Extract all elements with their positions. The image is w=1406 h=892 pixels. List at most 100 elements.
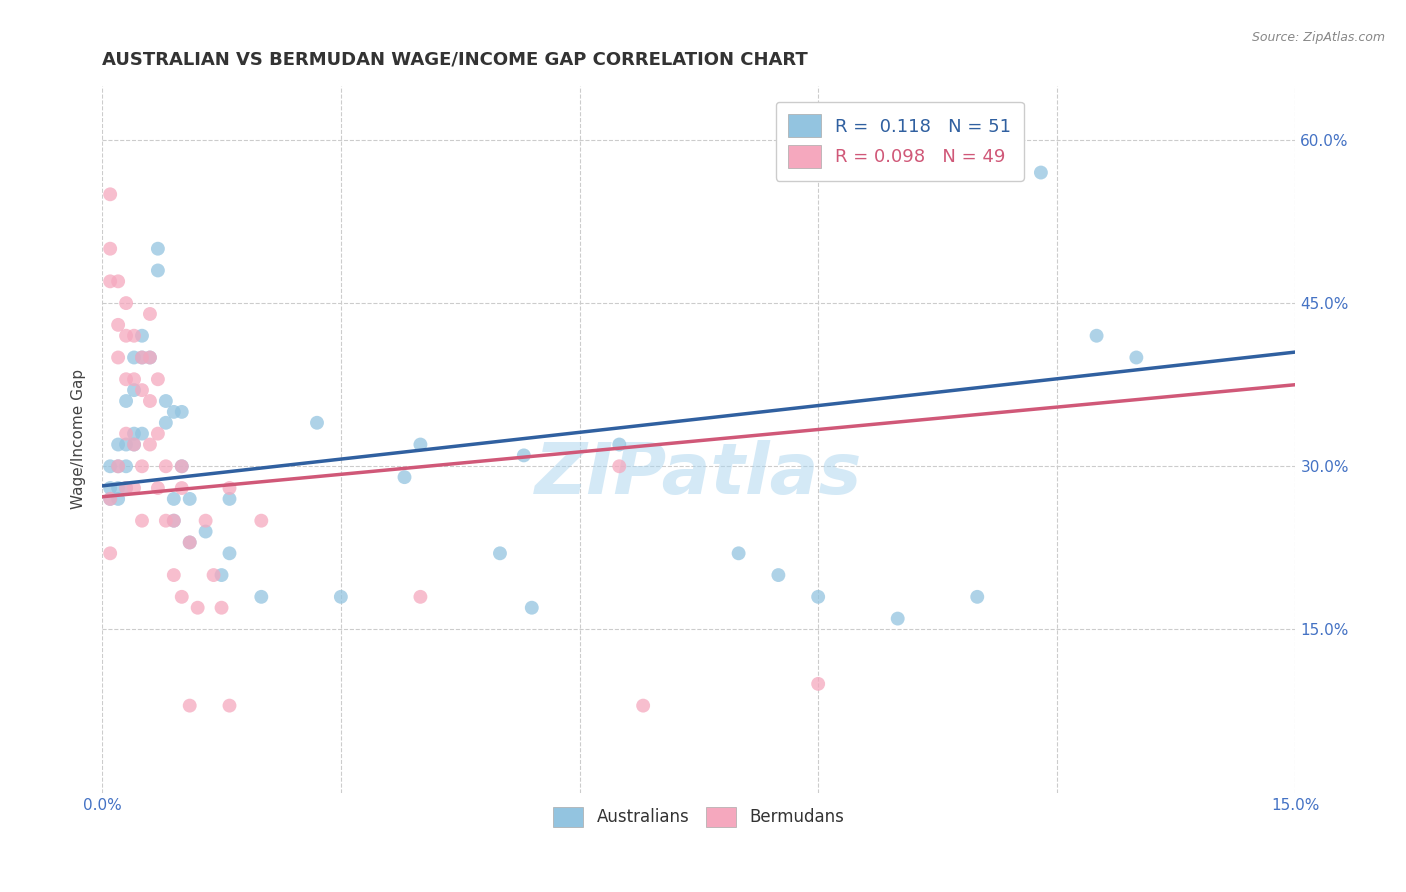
- Point: [155, 416, 177, 430]
- Point: [329, 590, 352, 604]
- Point: [107, 491, 129, 506]
- Point: [170, 590, 193, 604]
- Text: AUSTRALIAN VS BERMUDAN WAGE/INCOME GAP CORRELATION CHART: AUSTRALIAN VS BERMUDAN WAGE/INCOME GAP C…: [103, 51, 808, 69]
- Point: [187, 600, 209, 615]
- Point: [155, 514, 177, 528]
- Point: [250, 514, 273, 528]
- Point: [768, 568, 790, 582]
- Point: [966, 590, 988, 604]
- Point: [98, 491, 121, 506]
- Point: [194, 524, 217, 539]
- Point: [807, 677, 830, 691]
- Point: [115, 296, 138, 310]
- Point: [115, 426, 138, 441]
- Point: [122, 328, 145, 343]
- Point: [122, 351, 145, 365]
- Point: [520, 600, 543, 615]
- Point: [305, 416, 328, 430]
- Text: Source: ZipAtlas.com: Source: ZipAtlas.com: [1251, 31, 1385, 45]
- Point: [98, 481, 121, 495]
- Point: [218, 481, 240, 495]
- Point: [98, 546, 121, 560]
- Point: [179, 491, 201, 506]
- Point: [107, 437, 129, 451]
- Point: [115, 481, 138, 495]
- Point: [807, 590, 830, 604]
- Point: [218, 546, 240, 560]
- Point: [163, 514, 186, 528]
- Point: [107, 459, 129, 474]
- Point: [155, 459, 177, 474]
- Point: [139, 351, 162, 365]
- Point: [122, 372, 145, 386]
- Point: [170, 459, 193, 474]
- Point: [1029, 165, 1052, 179]
- Point: [131, 514, 153, 528]
- Point: [631, 698, 654, 713]
- Point: [107, 274, 129, 288]
- Point: [122, 481, 145, 495]
- Point: [139, 307, 162, 321]
- Point: [170, 459, 193, 474]
- Point: [1125, 351, 1147, 365]
- Legend: Australians, Bermudans: Australians, Bermudans: [547, 800, 851, 834]
- Point: [146, 372, 169, 386]
- Y-axis label: Wage/Income Gap: Wage/Income Gap: [72, 369, 86, 509]
- Point: [489, 546, 512, 560]
- Point: [202, 568, 225, 582]
- Point: [98, 274, 121, 288]
- Point: [131, 426, 153, 441]
- Point: [218, 491, 240, 506]
- Point: [886, 611, 908, 625]
- Point: [122, 437, 145, 451]
- Point: [409, 437, 432, 451]
- Point: [155, 394, 177, 409]
- Point: [607, 437, 630, 451]
- Point: [607, 459, 630, 474]
- Point: [394, 470, 416, 484]
- Point: [218, 698, 240, 713]
- Point: [122, 383, 145, 397]
- Point: [250, 590, 273, 604]
- Point: [107, 459, 129, 474]
- Point: [179, 698, 201, 713]
- Point: [163, 568, 186, 582]
- Point: [146, 263, 169, 277]
- Point: [131, 459, 153, 474]
- Point: [107, 481, 129, 495]
- Point: [170, 405, 193, 419]
- Point: [98, 242, 121, 256]
- Point: [122, 437, 145, 451]
- Point: [1085, 328, 1108, 343]
- Point: [98, 491, 121, 506]
- Point: [163, 491, 186, 506]
- Point: [115, 481, 138, 495]
- Point: [139, 351, 162, 365]
- Point: [107, 351, 129, 365]
- Point: [98, 459, 121, 474]
- Point: [211, 600, 233, 615]
- Point: [409, 590, 432, 604]
- Point: [115, 372, 138, 386]
- Point: [170, 481, 193, 495]
- Point: [139, 437, 162, 451]
- Point: [115, 437, 138, 451]
- Text: ZIPatlas: ZIPatlas: [536, 440, 862, 509]
- Point: [115, 459, 138, 474]
- Point: [146, 426, 169, 441]
- Point: [131, 351, 153, 365]
- Point: [115, 394, 138, 409]
- Point: [211, 568, 233, 582]
- Point: [194, 514, 217, 528]
- Point: [139, 394, 162, 409]
- Point: [179, 535, 201, 549]
- Point: [98, 187, 121, 202]
- Point: [146, 242, 169, 256]
- Point: [513, 449, 536, 463]
- Point: [131, 351, 153, 365]
- Point: [179, 535, 201, 549]
- Point: [163, 514, 186, 528]
- Point: [163, 405, 186, 419]
- Point: [115, 328, 138, 343]
- Point: [727, 546, 749, 560]
